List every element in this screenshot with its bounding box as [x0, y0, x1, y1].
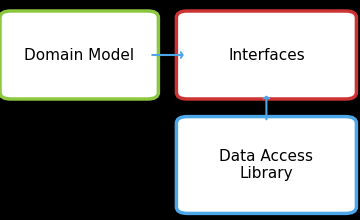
Text: Domain Model: Domain Model	[24, 48, 134, 62]
Text: Data Access
Library: Data Access Library	[219, 149, 314, 181]
FancyBboxPatch shape	[176, 11, 356, 99]
FancyBboxPatch shape	[0, 11, 158, 99]
FancyBboxPatch shape	[176, 117, 356, 213]
Text: Interfaces: Interfaces	[228, 48, 305, 62]
